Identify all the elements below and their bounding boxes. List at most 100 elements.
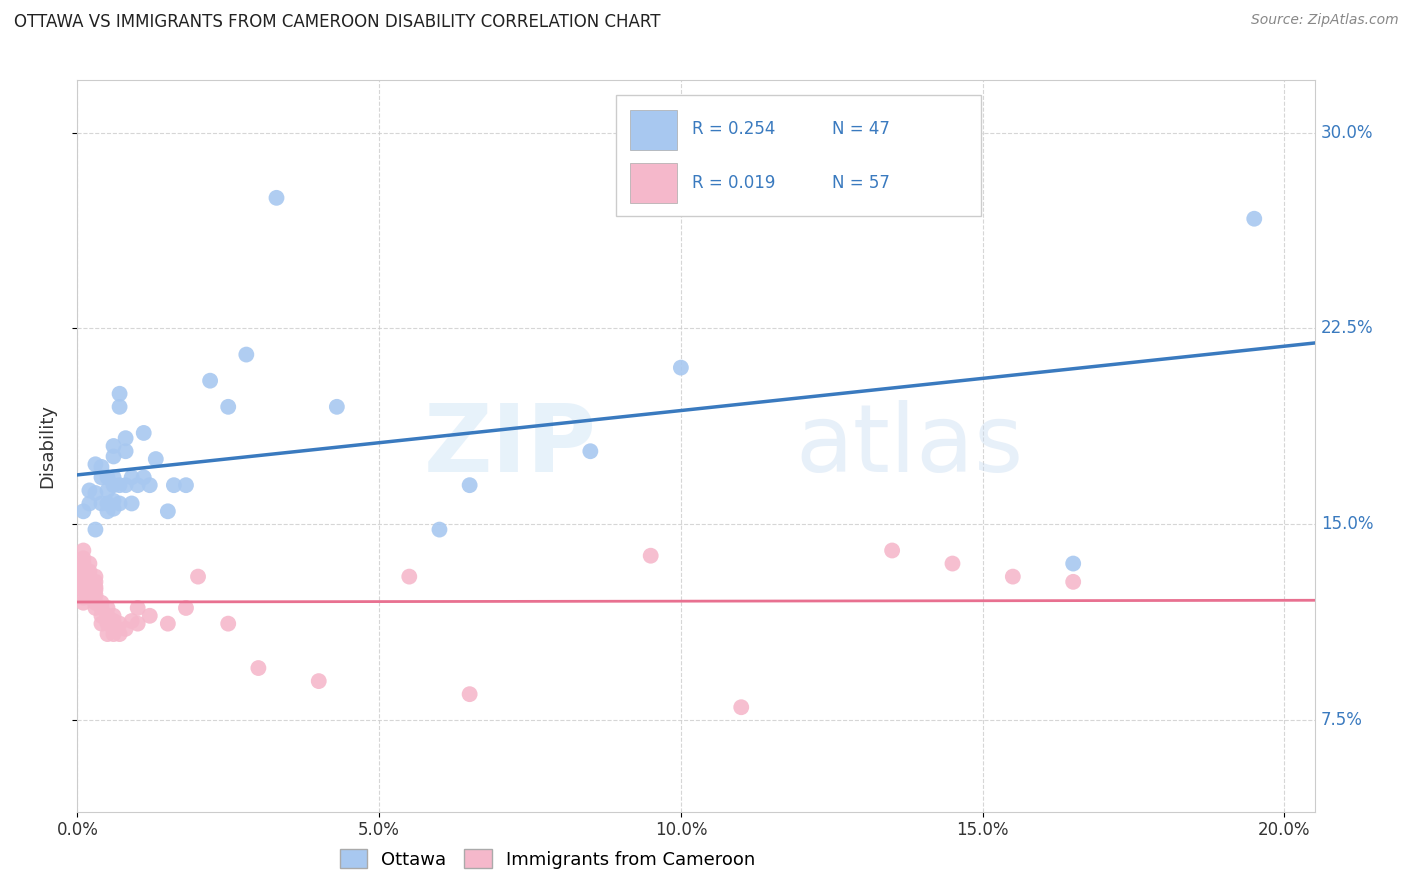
Point (103, 627, 125, 641)
Point (103, 450, 125, 464)
Point (121, 470, 143, 484)
Point (156, 504, 179, 518)
Point (84, 580, 107, 594)
Legend: Ottawa, Immigrants from Cameroon: Ottawa, Immigrants from Cameroon (333, 842, 762, 876)
Point (156, 616, 179, 631)
Point (79, 496, 101, 510)
Point (198, 374, 221, 388)
Point (108, 496, 131, 510)
Point (79, 574, 101, 589)
Point (84, 569, 107, 583)
Point (96, 608, 118, 623)
Point (72, 574, 94, 589)
Point (79, 591, 101, 605)
Point (103, 470, 125, 484)
Point (72, 582, 94, 597)
Point (121, 614, 143, 628)
Point (217, 400, 239, 414)
Point (458, 478, 481, 492)
Point (96, 627, 118, 641)
Point (127, 601, 149, 615)
Point (187, 569, 209, 583)
Text: 7.5%: 7.5% (1320, 711, 1362, 730)
Point (1001, 569, 1024, 583)
Point (84, 596, 107, 610)
Point (730, 700, 752, 714)
Text: R = 0.019: R = 0.019 (692, 174, 776, 192)
Point (398, 569, 420, 583)
Point (84, 523, 107, 537)
Point (108, 386, 131, 401)
Point (121, 496, 143, 510)
Point (72, 565, 94, 579)
Point (96, 601, 118, 615)
Point (308, 674, 330, 689)
Point (90, 596, 112, 610)
Point (90, 459, 112, 474)
Point (84, 582, 107, 597)
Point (84, 601, 107, 615)
FancyBboxPatch shape (616, 95, 980, 216)
Text: atlas: atlas (794, 400, 1024, 492)
Point (103, 608, 125, 623)
Point (326, 400, 349, 414)
Point (72, 591, 94, 605)
Point (84, 588, 107, 602)
Point (882, 543, 904, 558)
Point (1243, 211, 1265, 226)
Point (96, 470, 118, 484)
Point (941, 557, 963, 571)
Point (1062, 557, 1084, 571)
Point (217, 616, 239, 631)
Y-axis label: Disability: Disability (38, 404, 56, 488)
Point (90, 601, 112, 615)
Point (235, 348, 257, 362)
Point (72, 562, 94, 576)
Point (114, 431, 136, 445)
Point (139, 608, 162, 623)
Point (96, 616, 118, 631)
Point (108, 400, 131, 414)
Point (145, 452, 167, 467)
Point (79, 557, 101, 571)
Point (114, 478, 136, 492)
Point (108, 478, 131, 492)
FancyBboxPatch shape (630, 163, 678, 203)
Point (174, 478, 197, 492)
Point (79, 483, 101, 498)
Point (84, 574, 107, 589)
Point (103, 439, 125, 453)
Point (108, 627, 131, 641)
Point (79, 565, 101, 579)
Point (84, 458, 107, 472)
Point (72, 569, 94, 583)
Text: OTTAWA VS IMMIGRANTS FROM CAMEROON DISABILITY CORRELATION CHART: OTTAWA VS IMMIGRANTS FROM CAMEROON DISAB… (14, 13, 661, 31)
Point (72, 504, 94, 518)
Point (90, 470, 112, 484)
Text: 15.0%: 15.0% (1320, 516, 1374, 533)
FancyBboxPatch shape (630, 110, 678, 150)
Point (72, 596, 94, 610)
Point (127, 478, 149, 492)
Point (96, 496, 118, 510)
Point (132, 425, 155, 440)
Text: N = 57: N = 57 (832, 174, 890, 192)
Text: ZIP: ZIP (425, 400, 598, 492)
Point (84, 486, 107, 500)
Point (174, 601, 197, 615)
Point (132, 470, 155, 484)
Text: R = 0.254: R = 0.254 (692, 120, 776, 138)
Point (72, 574, 94, 589)
Point (640, 549, 662, 563)
Point (114, 444, 136, 458)
Point (429, 523, 451, 537)
Point (103, 478, 125, 492)
Point (96, 483, 118, 498)
Point (79, 574, 101, 589)
Point (90, 496, 112, 510)
Point (72, 543, 94, 558)
Point (266, 191, 288, 205)
Text: 30.0%: 30.0% (1320, 123, 1374, 142)
Point (139, 478, 162, 492)
Point (127, 616, 149, 631)
